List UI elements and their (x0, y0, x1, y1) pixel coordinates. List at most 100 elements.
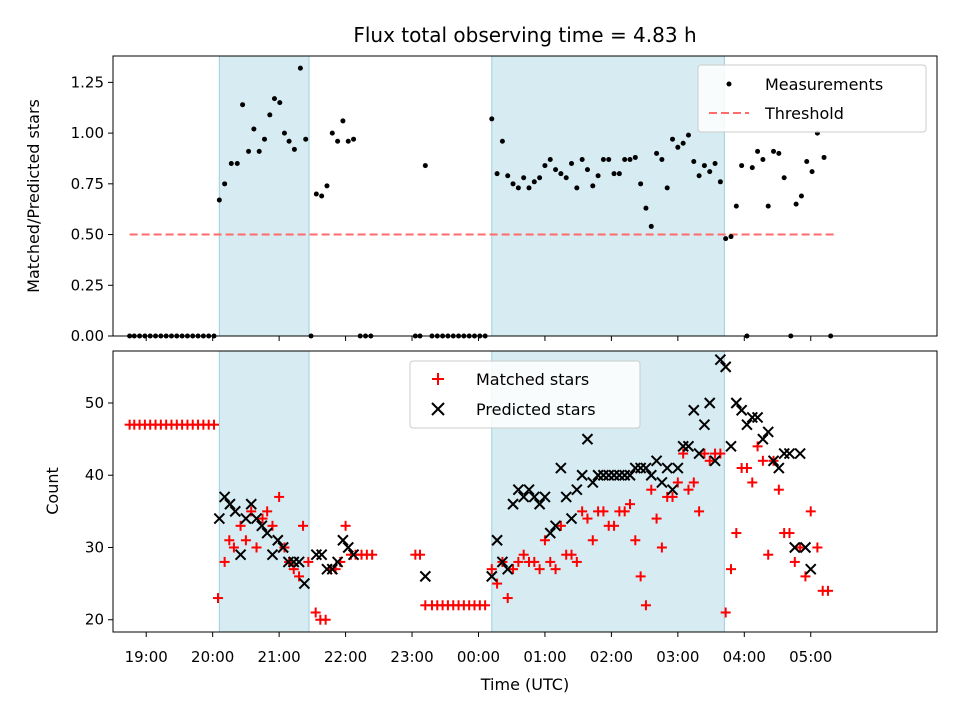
bottom-y-ticks: 20 30 40 50 (85, 394, 113, 629)
measurement-point (553, 167, 559, 173)
predicted-star-point (794, 447, 806, 460)
measurement-point (499, 138, 505, 144)
measurement-point (505, 173, 511, 179)
bottom-x-tick-label: 05:00 (789, 648, 832, 666)
predicted-star-point (767, 455, 780, 467)
predicted-star-point (261, 527, 273, 539)
measurement-point (643, 205, 649, 211)
measurement-point (510, 181, 516, 187)
predicted-star-point (672, 462, 684, 474)
matched-star-point (571, 556, 582, 567)
predicted-star-point (277, 541, 289, 554)
measurement-point (670, 136, 676, 142)
legend-label-matched: Matched stars (476, 370, 589, 389)
predicted-star-point (725, 440, 737, 453)
predicted-star-point (560, 491, 572, 503)
predicted-star-point (486, 570, 498, 583)
measurement-point (723, 236, 729, 242)
measurement-point (776, 150, 782, 156)
measurement-point (749, 165, 755, 171)
matched-star-point (672, 477, 683, 488)
measurement-point (755, 148, 761, 154)
measurement-point (228, 161, 234, 167)
matched-star-point (251, 542, 262, 553)
matched-star-point (303, 556, 314, 567)
bottom-legend-box (409, 360, 641, 429)
legend-marker-matched (432, 373, 444, 385)
matched-star-point (267, 520, 278, 531)
measurement-point (638, 181, 644, 187)
top-y-tick-label: 0.25 (71, 276, 104, 294)
predicted-star-point (229, 505, 241, 518)
matched-star-point (752, 441, 763, 452)
predicted-star-point (502, 563, 514, 575)
measurement-point (422, 163, 428, 169)
predicted-star-point (517, 491, 530, 503)
matched-star-point (587, 535, 598, 546)
matched-star-point (683, 484, 694, 495)
matched-star-point (720, 607, 731, 618)
measurement-point (563, 175, 569, 181)
predicted-star-point (751, 411, 764, 424)
matched-star-point (678, 448, 689, 459)
measurement-point (324, 183, 330, 189)
measurement-point (291, 146, 297, 152)
matched-star-point (224, 535, 235, 546)
predicted-star-point (576, 469, 588, 481)
predicted-star-point (571, 483, 583, 496)
predicted-star-point (491, 534, 503, 546)
measurement-point (558, 171, 564, 177)
measurement-point (526, 185, 532, 191)
predicted-star-point (757, 433, 769, 445)
matched-star-point (630, 535, 641, 546)
matched-star-point (529, 556, 540, 567)
predicted-star-point (218, 491, 231, 503)
matched-star-point (550, 564, 561, 575)
predicted-star-point (272, 534, 284, 546)
matched-star-point (288, 564, 299, 575)
matched-star-point (598, 506, 609, 517)
measurement-point (590, 183, 596, 189)
measurement-point (648, 223, 654, 229)
predicted-star-point (337, 534, 349, 546)
predicted-star-point (719, 361, 732, 373)
predicted-star-point (326, 563, 338, 575)
predicted-star-point (240, 512, 252, 525)
top-legend: Measurements Threshold (697, 64, 927, 133)
matched-star-point (502, 593, 513, 604)
measurement-point (793, 201, 799, 207)
predicted-star-point (544, 527, 556, 539)
measurement-point (606, 156, 612, 162)
bottom-panel: 20 30 40 50 19:00 20:00 21:00 22:00 23:00 00:00 0… (43, 350, 938, 694)
bottom-y-tick-label: 40 (85, 466, 104, 484)
matched-star-point (646, 484, 657, 495)
predicted-star-point (347, 548, 360, 561)
measurement-point (537, 175, 543, 181)
matched-star-point (320, 614, 331, 625)
measurement-point (680, 140, 686, 146)
measurement-point (531, 179, 537, 185)
measurement-point (611, 171, 617, 177)
measurement-point (277, 100, 283, 106)
predicted-star-point (645, 469, 657, 481)
legend-marker-predicted (431, 402, 445, 416)
matched-star-point (789, 556, 800, 567)
legend-label-predicted: Predicted stars (476, 400, 596, 419)
measurement-point (521, 175, 527, 181)
measurement-point (781, 175, 787, 181)
matched-star-point (651, 513, 662, 524)
matched-star-point (795, 542, 806, 553)
matched-star-point (619, 506, 630, 517)
predicted-star-point (528, 491, 541, 503)
measurement-point (675, 144, 681, 150)
matched-star-point (577, 506, 588, 517)
measurement-point (821, 154, 827, 160)
measurement-point (547, 156, 553, 162)
measurement-point (251, 126, 257, 132)
bottom-x-tick-label: 21:00 (258, 648, 301, 666)
measurement-point (717, 179, 723, 185)
measurement-point (494, 171, 500, 177)
predicted-star-point (507, 498, 519, 510)
measurement-point (313, 191, 319, 197)
bottom-legend: Matched stars Predicted stars (409, 360, 641, 429)
